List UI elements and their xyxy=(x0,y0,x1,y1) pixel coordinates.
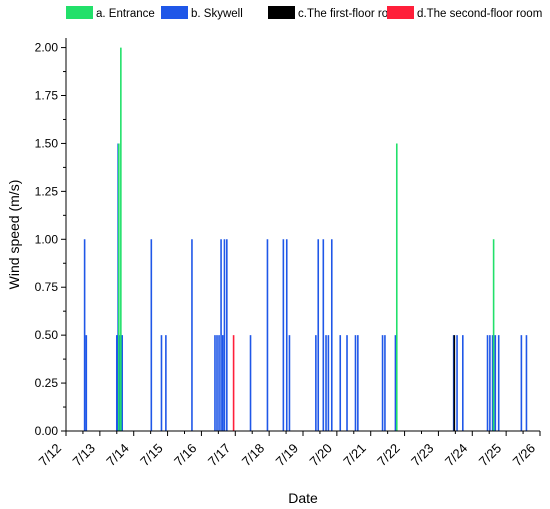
x-tick-label: 7/26 xyxy=(510,441,539,470)
x-tick-label: 7/17 xyxy=(205,441,234,470)
x-tick-label: 7/16 xyxy=(171,441,200,470)
y-tick-label: 1.50 xyxy=(35,136,59,150)
x-tick-label: 7/19 xyxy=(273,441,302,470)
bars xyxy=(83,47,528,431)
y-tick-label: 0.50 xyxy=(35,328,59,342)
x-axis-ticks: 7/12 7/13 7/14 7/15 7/16 7/17 7/18 7/19 7/20 7/21… xyxy=(36,431,541,470)
legend-label: d.The second-floor room xyxy=(417,8,542,20)
x-tick-label: 7/22 xyxy=(374,441,403,470)
legend-label: b. Skywell xyxy=(191,8,243,20)
legend-label: a. Entrance xyxy=(96,8,155,20)
x-tick-label: 7/25 xyxy=(476,441,505,470)
x-tick-label: 7/14 xyxy=(103,441,132,470)
x-tick-label: 7/13 xyxy=(69,441,98,470)
x-tick-label: 7/24 xyxy=(442,441,471,470)
legend-label: c.The first-floor room xyxy=(298,8,404,20)
x-axis-label: Date xyxy=(288,490,318,506)
legend-swatch xyxy=(268,6,295,19)
y-axis-ticks: 0.00 0.25 0.50 0.75 1.00 1.25 1.50 1.75 2.00 xyxy=(35,41,66,438)
legend: a. Entrance b. Skywell c.The first-floor r… xyxy=(66,6,542,20)
x-tick-label: 7/20 xyxy=(306,441,335,470)
y-tick-label: 1.25 xyxy=(35,184,59,198)
x-tick-label: 7/23 xyxy=(408,441,437,470)
y-tick-label: 1.00 xyxy=(35,232,59,246)
y-axis-label: Wind speed (m/s) xyxy=(6,180,22,290)
x-tick-label: 7/12 xyxy=(36,441,65,470)
x-tick-label: 7/21 xyxy=(340,441,369,470)
y-tick-label: 0.25 xyxy=(35,376,59,390)
legend-swatch xyxy=(66,6,93,19)
y-tick-label: 1.75 xyxy=(35,89,59,103)
y-tick-label: 2.00 xyxy=(35,41,59,55)
y-tick-label: 0.00 xyxy=(35,424,59,438)
legend-swatch xyxy=(387,6,414,19)
y-tick-label: 0.75 xyxy=(35,280,59,294)
x-tick-label: 7/15 xyxy=(137,441,166,470)
x-tick-label: 7/18 xyxy=(239,441,268,470)
legend-swatch xyxy=(161,6,188,19)
